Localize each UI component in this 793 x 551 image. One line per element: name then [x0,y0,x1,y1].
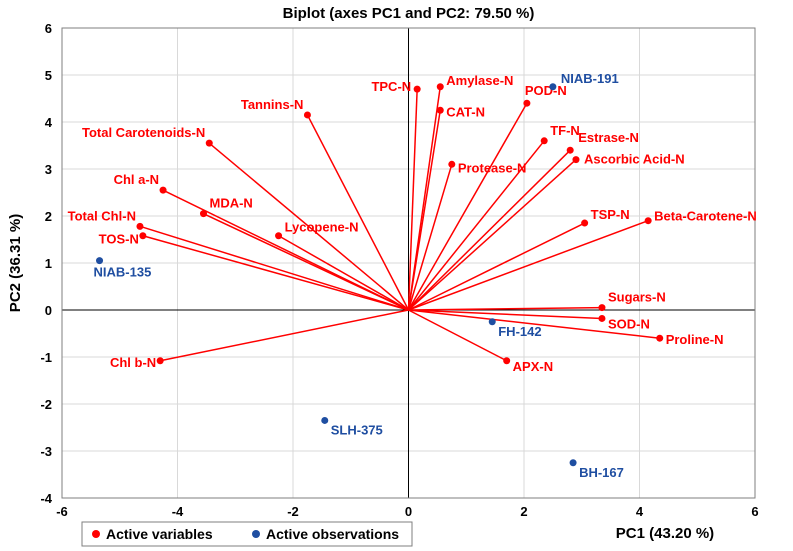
variable-label: Amylase-N [446,73,513,88]
legend-marker [92,530,100,538]
observation-point [570,459,577,466]
variable-point [656,335,663,342]
observation-point [321,417,328,424]
observation-point [96,257,103,264]
variable-label: Total Carotenoids-N [82,125,205,140]
variable-point [437,107,444,114]
ytick-label: 1 [45,256,52,271]
variable-point [503,357,510,364]
variable-label: Beta-Carotene-N [654,209,757,224]
variable-point [523,100,530,107]
variable-point [598,315,605,322]
variable-label: Chl b-N [110,355,156,370]
ytick-label: 6 [45,21,52,36]
variable-label: MDA-N [209,196,252,211]
xtick-label: -2 [287,504,299,519]
variable-point [448,161,455,168]
variable-label: Sugars-N [608,290,666,305]
variable-label: Lycopene-N [285,220,359,235]
variable-point [200,210,207,217]
variable-label: Chl a-N [114,172,160,187]
variable-label: SOD-N [608,316,650,331]
variable-label: Tannins-N [241,97,304,112]
observation-label: FH-142 [498,324,541,339]
ytick-label: 4 [45,115,53,130]
variable-label: Estrase-N [578,130,639,145]
variable-point [275,232,282,239]
observation-point [549,83,556,90]
variable-label: Total Chl-N [68,208,136,223]
variable-label: TF-N [550,123,580,138]
ytick-label: -4 [40,491,52,506]
ytick-label: -1 [40,350,52,365]
observation-label: NIAB-191 [561,71,619,86]
variable-point [136,223,143,230]
biplot-chart: -6 -4 -2 0 2 4 6 -4 -3 -2 -1 0 1 2 3 4 5 6 Biplot (axes PC… [0,0,793,551]
variable-label: Proline-N [666,332,724,347]
xtick-label: 6 [751,504,758,519]
variable-point [157,357,164,364]
xtick-label: 2 [520,504,527,519]
observation-label: SLH-375 [331,422,383,437]
variable-label: APX-N [513,359,553,374]
y-axis-title: PC2 (36.31 %) [7,214,24,312]
legend-marker [252,530,260,538]
ytick-label: -3 [40,444,52,459]
ytick-label: 2 [45,209,52,224]
variable-point [598,304,605,311]
xtick-label: 0 [405,504,412,519]
variable-point [304,111,311,118]
variable-point [437,83,444,90]
x-axis-title: PC1 (43.20 %) [616,525,714,542]
variable-point [581,220,588,227]
ytick-label: 0 [45,303,52,318]
variable-label: TSP-N [591,207,630,222]
variable-point [572,156,579,163]
observation-point [489,318,496,325]
variable-label: TPC-N [371,79,411,94]
variable-label: CAT-N [446,104,485,119]
variable-point [139,232,146,239]
ytick-label: 3 [45,162,52,177]
legend-label: Active variables [106,526,213,542]
chart-title: Biplot (axes PC1 and PC2: 79.50 %) [283,5,535,22]
xtick-label: -4 [172,504,184,519]
variable-point [567,147,574,154]
legend-label: Active observations [266,526,399,542]
variable-point [645,217,652,224]
observation-label: NIAB-135 [94,265,152,280]
variable-point [541,137,548,144]
observation-label: BH-167 [579,465,624,480]
ytick-label: 5 [45,68,52,83]
ytick-label: -2 [40,397,52,412]
xtick-label: 4 [636,504,644,519]
variable-point [206,140,213,147]
variable-label: TOS-N [99,232,139,247]
variable-point [160,187,167,194]
variable-label: Ascorbic Acid-N [584,152,685,167]
variable-point [414,86,421,93]
xtick-label: -6 [56,504,68,519]
